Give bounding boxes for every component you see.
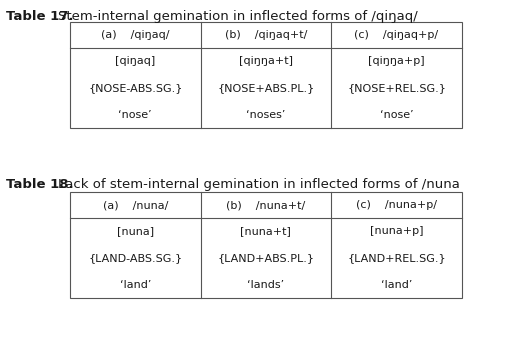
Text: {LAND+ABS.PL.}: {LAND+ABS.PL.} bbox=[217, 253, 314, 263]
Text: [qiŋŋa+p]: [qiŋŋa+p] bbox=[368, 56, 425, 66]
Text: [nuna]: [nuna] bbox=[117, 226, 154, 236]
Text: Lack of stem-internal gemination in inflected forms of /nuna: Lack of stem-internal gemination in infl… bbox=[58, 178, 460, 191]
Text: {NOSE+REL.SG.}: {NOSE+REL.SG.} bbox=[347, 83, 446, 93]
Text: (a)    /nuna/: (a) /nuna/ bbox=[103, 200, 168, 210]
Text: Table 18.: Table 18. bbox=[6, 178, 73, 191]
Text: ‘nose’: ‘nose’ bbox=[380, 110, 413, 120]
Text: [nuna+p]: [nuna+p] bbox=[370, 226, 423, 236]
Bar bbox=[70, 22, 462, 128]
Text: ‘nose’: ‘nose’ bbox=[119, 110, 152, 120]
Bar bbox=[70, 192, 462, 298]
Text: (c)    /qiŋaq+p/: (c) /qiŋaq+p/ bbox=[354, 30, 438, 40]
Text: (b)    /nuna+t/: (b) /nuna+t/ bbox=[226, 200, 305, 210]
Text: ‘land’: ‘land’ bbox=[381, 280, 412, 290]
Text: [nuna+t]: [nuna+t] bbox=[240, 226, 291, 236]
Text: {LAND-ABS.SG.}: {LAND-ABS.SG.} bbox=[88, 253, 182, 263]
Text: [qiŋŋa+t]: [qiŋŋa+t] bbox=[239, 56, 293, 66]
Text: {NOSE+ABS.PL.}: {NOSE+ABS.PL.} bbox=[217, 83, 314, 93]
Text: ‘noses’: ‘noses’ bbox=[246, 110, 286, 120]
Text: (c)    /nuna+p/: (c) /nuna+p/ bbox=[356, 200, 437, 210]
Text: ‘lands’: ‘lands’ bbox=[247, 280, 285, 290]
Text: Stem-internal gemination in inflected forms of /qiŋaq/: Stem-internal gemination in inflected fo… bbox=[58, 10, 418, 23]
Text: (b)    /qiŋaq+t/: (b) /qiŋaq+t/ bbox=[225, 30, 307, 40]
Text: {NOSE-ABS.SG.}: {NOSE-ABS.SG.} bbox=[88, 83, 182, 93]
Text: Table 17.: Table 17. bbox=[6, 10, 73, 23]
Text: (a)    /qiŋaq/: (a) /qiŋaq/ bbox=[101, 30, 170, 40]
Text: [qiŋaq]: [qiŋaq] bbox=[115, 56, 155, 66]
Text: ‘land’: ‘land’ bbox=[120, 280, 151, 290]
Text: {LAND+REL.SG.}: {LAND+REL.SG.} bbox=[347, 253, 446, 263]
